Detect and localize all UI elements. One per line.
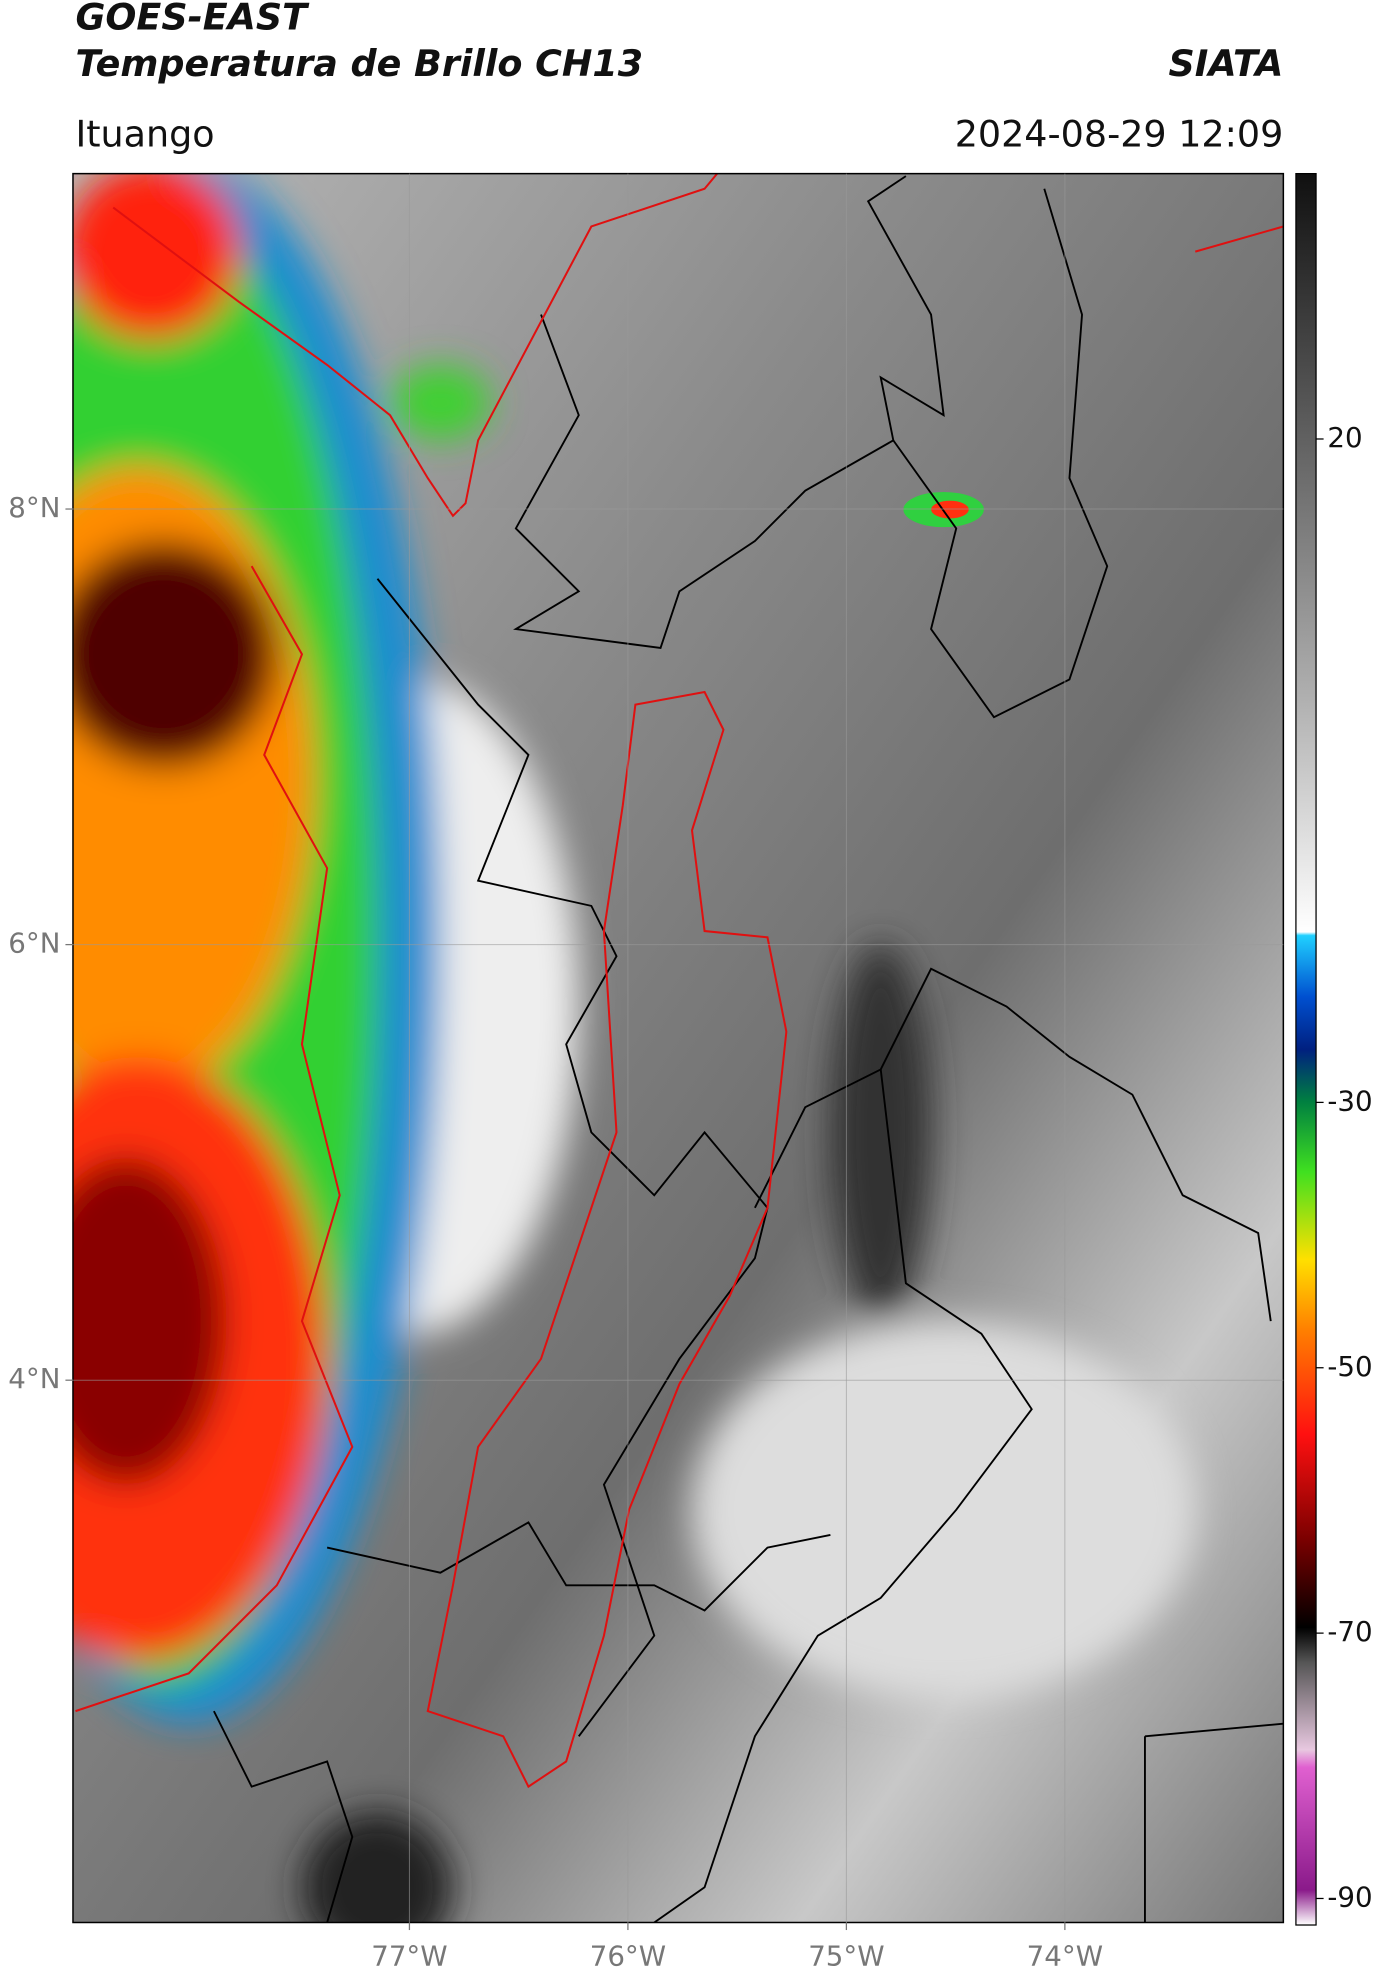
timestamp: 2024-08-29 12:09 — [955, 112, 1284, 155]
x-tick-label: 76°W — [590, 1940, 666, 1973]
colorbar — [1295, 172, 1317, 1926]
satellite-image — [72, 173, 1284, 1923]
colorbar-tick-label: -70 — [1327, 1615, 1372, 1648]
x-tick-label: 75°W — [808, 1940, 884, 1973]
subtitle: Temperatura de Brillo CH13 — [75, 42, 643, 85]
region-borders — [75, 173, 1284, 1789]
x-tick-label: 74°W — [1027, 1940, 1103, 1973]
colorbar-tick-label: -50 — [1327, 1350, 1372, 1383]
location: Ituango — [75, 112, 214, 155]
title: GOES-EAST — [75, 0, 310, 38]
x-tick-label: 77°W — [371, 1940, 447, 1973]
colorbar-tick-label: 20 — [1327, 421, 1362, 454]
y-tick-label: 4°N — [8, 1362, 60, 1395]
colorbar-tick-label: -30 — [1327, 1084, 1372, 1117]
convective-core — [931, 500, 969, 519]
map-frame — [72, 172, 1285, 1924]
admin-borders — [213, 175, 1284, 1923]
colorbar-tick-label: -90 — [1327, 1880, 1372, 1913]
cloud-field — [72, 173, 1196, 1923]
y-tick-label: 6°N — [8, 927, 60, 960]
source: SIATA — [1168, 42, 1283, 85]
y-tick-label: 8°N — [8, 491, 60, 524]
